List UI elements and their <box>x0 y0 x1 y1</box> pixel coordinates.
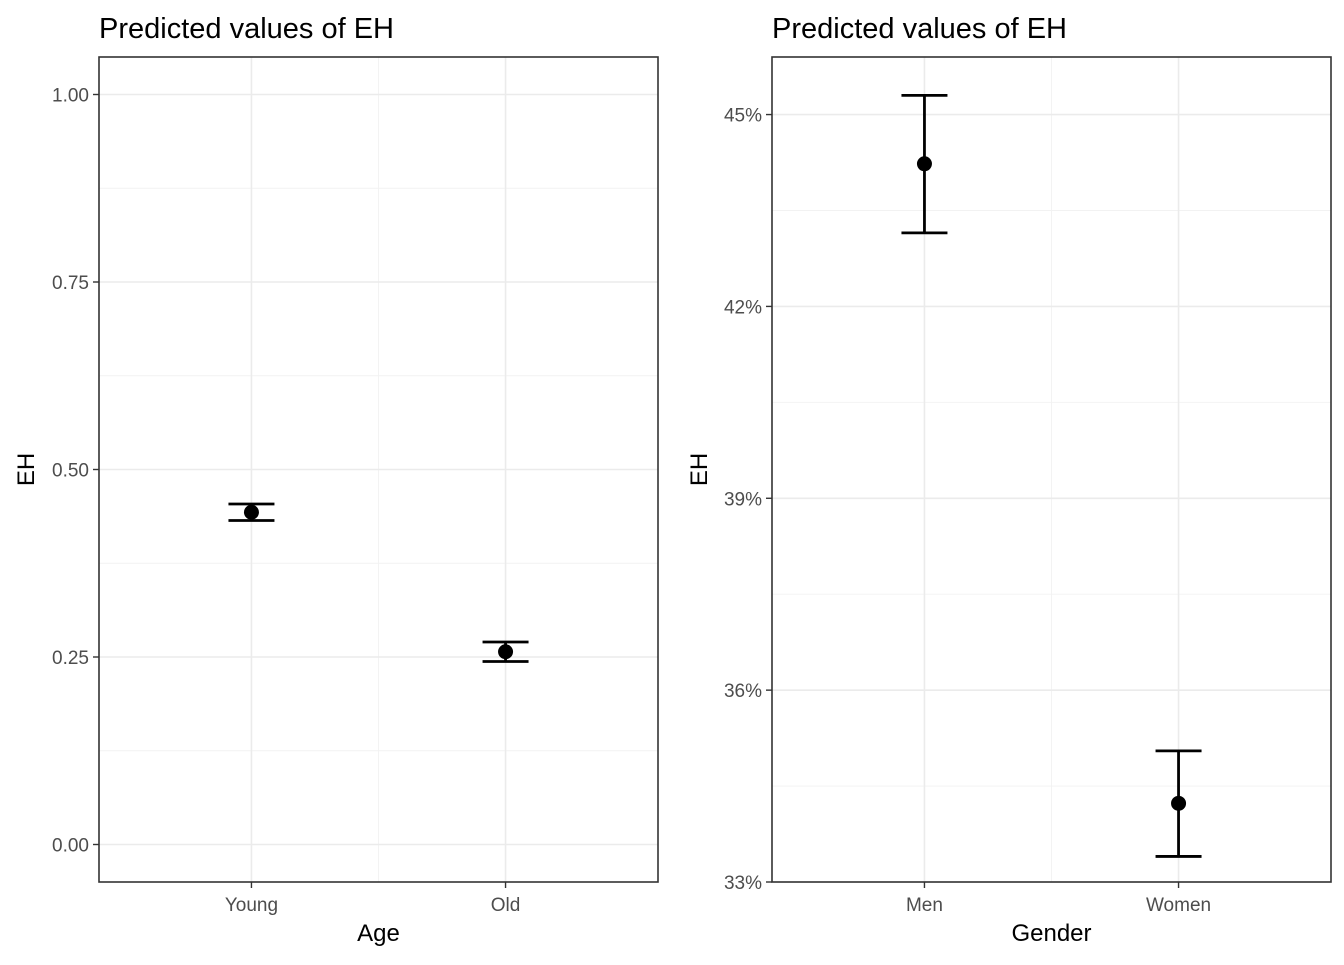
data-point <box>1171 795 1187 811</box>
x-axis-title: Age <box>357 920 400 947</box>
y-tick-label: 39% <box>724 489 762 510</box>
y-axis-title: EH <box>13 453 40 486</box>
y-tick-label: 0.00 <box>52 836 89 857</box>
y-tick-label: 33% <box>724 873 762 894</box>
y-tick-label: 36% <box>724 681 762 702</box>
y-tick-label: 1.00 <box>52 86 89 107</box>
panel-border <box>98 56 659 883</box>
y-axis-title: EH <box>686 453 713 486</box>
data-point <box>916 156 932 172</box>
x-tick-label: Old <box>491 895 521 916</box>
x-axis-title: Gender <box>1011 920 1091 947</box>
y-tick-label: 0.25 <box>52 648 89 669</box>
chart-title: Predicted values of EH <box>772 13 1067 45</box>
chart-panel-1: 0.00 0.25 0.50 0.75 1.00 Young Old Predicted va… <box>13 13 659 947</box>
y-tick-label: 42% <box>724 297 762 318</box>
y-tick-label: 0.50 <box>52 461 89 482</box>
data-point <box>498 644 514 660</box>
chart-title: Predicted values of EH <box>99 13 394 45</box>
data-point <box>243 504 259 520</box>
chart-panel-2: 33% 36% 39% 42% 45% Men Women Predicted values … <box>686 13 1332 947</box>
x-tick-label: Young <box>225 895 278 916</box>
y-tick-label: 45% <box>724 106 762 127</box>
x-tick-label: Men <box>906 895 943 916</box>
x-tick-label: Women <box>1146 895 1211 916</box>
y-tick-label: 0.75 <box>52 273 89 294</box>
panel-border <box>771 56 1332 883</box>
